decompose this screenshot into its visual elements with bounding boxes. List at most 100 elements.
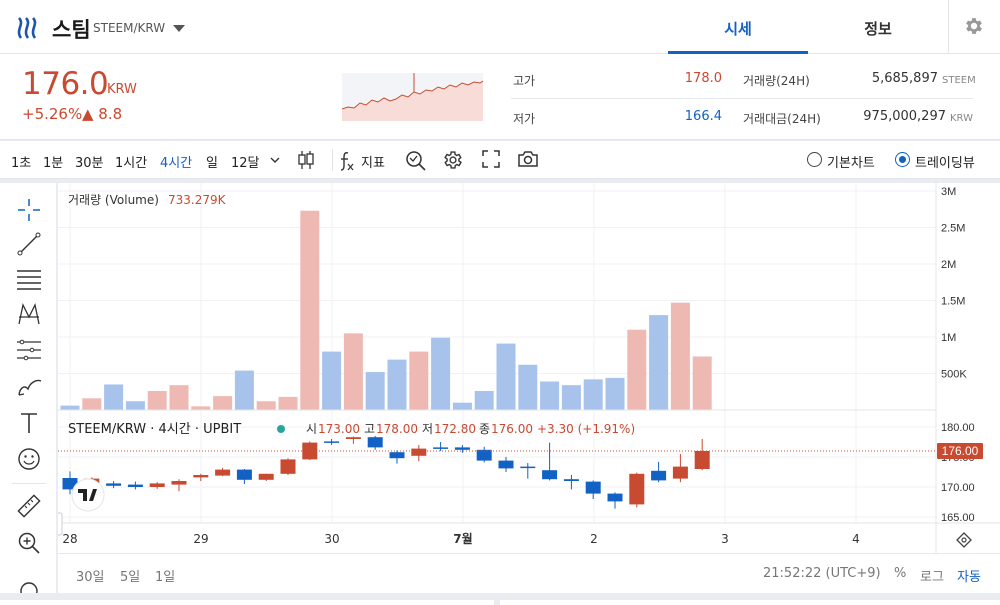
- clock-time[interactable]: 21:52:22 (UTC+9): [763, 566, 881, 581]
- candle[interactable]: [127, 481, 143, 490]
- candle[interactable]: [629, 472, 645, 508]
- chevron-down-icon[interactable]: [270, 156, 280, 164]
- interval-30m[interactable]: 30분: [75, 156, 104, 171]
- fullscreen-icon[interactable]: [481, 149, 501, 169]
- interval-1s[interactable]: 1초: [11, 156, 32, 171]
- range-30d[interactable]: 30일: [76, 570, 105, 585]
- price-axis[interactable]: 3M2.5M2M1.5M1M500K180.00175.00170.00165.…: [941, 186, 975, 524]
- candle[interactable]: [302, 441, 318, 460]
- fib-lines-icon[interactable]: [16, 266, 42, 292]
- volume-bar[interactable]: [518, 364, 538, 410]
- range-1d[interactable]: 1일: [155, 570, 176, 585]
- time-axis[interactable]: 28 29 30 7월 2 3 4: [62, 531, 859, 546]
- volume-bar[interactable]: [387, 359, 407, 410]
- volume-bar[interactable]: [670, 302, 690, 410]
- candle[interactable]: [324, 439, 340, 445]
- volume-bar[interactable]: [256, 401, 276, 410]
- pattern-icon[interactable]: [16, 301, 42, 327]
- volume-bar[interactable]: [322, 351, 342, 410]
- volume-bar[interactable]: [627, 329, 647, 410]
- interval-1m[interactable]: 1분: [43, 156, 64, 171]
- text-tool-icon[interactable]: [16, 410, 42, 436]
- volume-bar[interactable]: [605, 377, 625, 410]
- volume-bar[interactable]: [431, 337, 451, 410]
- volume-bar[interactable]: [82, 398, 102, 410]
- volume-bar[interactable]: [409, 351, 429, 410]
- candle[interactable]: [476, 446, 492, 463]
- emoji-icon[interactable]: [16, 446, 42, 472]
- auto-scale-toggle[interactable]: 자동: [957, 570, 981, 585]
- tab-info[interactable]: 정보: [864, 20, 892, 38]
- volume-bar[interactable]: [692, 356, 712, 410]
- volume-bar[interactable]: [540, 381, 560, 410]
- candle[interactable]: [106, 481, 122, 489]
- percent-scale-toggle[interactable]: %: [894, 566, 907, 581]
- chevron-down-icon[interactable]: [173, 25, 185, 32]
- compare-search-icon[interactable]: [404, 149, 428, 171]
- tradingview-radio[interactable]: [895, 152, 910, 167]
- crosshair-icon[interactable]: [16, 197, 42, 223]
- candle[interactable]: [171, 479, 187, 492]
- ruler-icon[interactable]: [16, 493, 42, 519]
- candlestick-type-icon[interactable]: [297, 149, 315, 171]
- interval-12mo[interactable]: 12달: [231, 156, 260, 171]
- candle[interactable]: [607, 492, 623, 509]
- volume-bar[interactable]: [147, 391, 167, 410]
- volume-bar[interactable]: [561, 385, 581, 410]
- volume-bar[interactable]: [278, 396, 298, 410]
- volume-bar[interactable]: [125, 401, 145, 410]
- volume-bar[interactable]: [60, 405, 80, 410]
- candle[interactable]: [542, 442, 558, 481]
- brush-icon[interactable]: [16, 373, 42, 399]
- price-chart-svg[interactable]: 3M2.5M2M1.5M1M500K180.00175.00170.00165.…: [58, 183, 1000, 553]
- candle[interactable]: [585, 480, 601, 499]
- volume-bar[interactable]: [365, 372, 385, 410]
- range-5d[interactable]: 5일: [120, 570, 141, 585]
- interval-1d[interactable]: 일: [206, 156, 218, 171]
- volume-bar[interactable]: [104, 384, 124, 410]
- candle[interactable]: [280, 458, 296, 475]
- candle[interactable]: [367, 436, 383, 450]
- candle[interactable]: [651, 461, 667, 483]
- camera-icon[interactable]: [517, 149, 539, 169]
- basic-chart-radio[interactable]: [807, 152, 822, 167]
- gear-icon[interactable]: [442, 149, 464, 171]
- volume-bar[interactable]: [496, 343, 516, 410]
- volume-bar[interactable]: [649, 315, 669, 410]
- zoom-in-icon[interactable]: [16, 530, 42, 556]
- volume-bar[interactable]: [452, 402, 472, 410]
- candle[interactable]: [258, 473, 274, 481]
- volume-bar[interactable]: [169, 385, 189, 410]
- settings-button[interactable]: [948, 0, 1000, 54]
- candle[interactable]: [193, 473, 209, 481]
- candle[interactable]: [433, 442, 449, 451]
- volume-bar[interactable]: [300, 210, 320, 410]
- volume-bar[interactable]: [343, 333, 363, 410]
- candle[interactable]: [498, 457, 514, 472]
- volume-bar[interactable]: [213, 396, 233, 410]
- candle[interactable]: [454, 445, 470, 453]
- interval-1h[interactable]: 1시간: [115, 156, 148, 171]
- basic-chart-label[interactable]: 기본차트: [827, 156, 875, 171]
- candle[interactable]: [62, 471, 78, 495]
- tradingview-label[interactable]: 트레이딩뷰: [915, 156, 975, 171]
- candle[interactable]: [563, 475, 579, 490]
- chart-panel[interactable]: 3M2.5M2M1.5M1M500K180.00175.00170.00165.…: [58, 183, 1000, 592]
- reset-scale-icon[interactable]: [956, 532, 972, 548]
- candle[interactable]: [149, 482, 165, 489]
- tab-price[interactable]: 시세: [668, 0, 808, 54]
- candle[interactable]: [694, 439, 710, 471]
- log-scale-toggle[interactable]: 로그: [920, 570, 944, 585]
- candle[interactable]: [672, 454, 688, 483]
- candle[interactable]: [389, 450, 405, 464]
- function-icon[interactable]: [338, 150, 356, 172]
- coin-pair[interactable]: STEEM/KRW: [93, 21, 166, 35]
- trend-line-icon[interactable]: [16, 231, 42, 257]
- volume-bar[interactable]: [474, 391, 494, 410]
- tradingview-logo[interactable]: [71, 478, 105, 512]
- volume-bar[interactable]: [583, 379, 603, 410]
- forecast-icon[interactable]: [16, 337, 42, 363]
- volume-bar[interactable]: [191, 406, 211, 410]
- interval-4h[interactable]: 4시간: [160, 156, 193, 171]
- volume-bar[interactable]: [234, 370, 254, 410]
